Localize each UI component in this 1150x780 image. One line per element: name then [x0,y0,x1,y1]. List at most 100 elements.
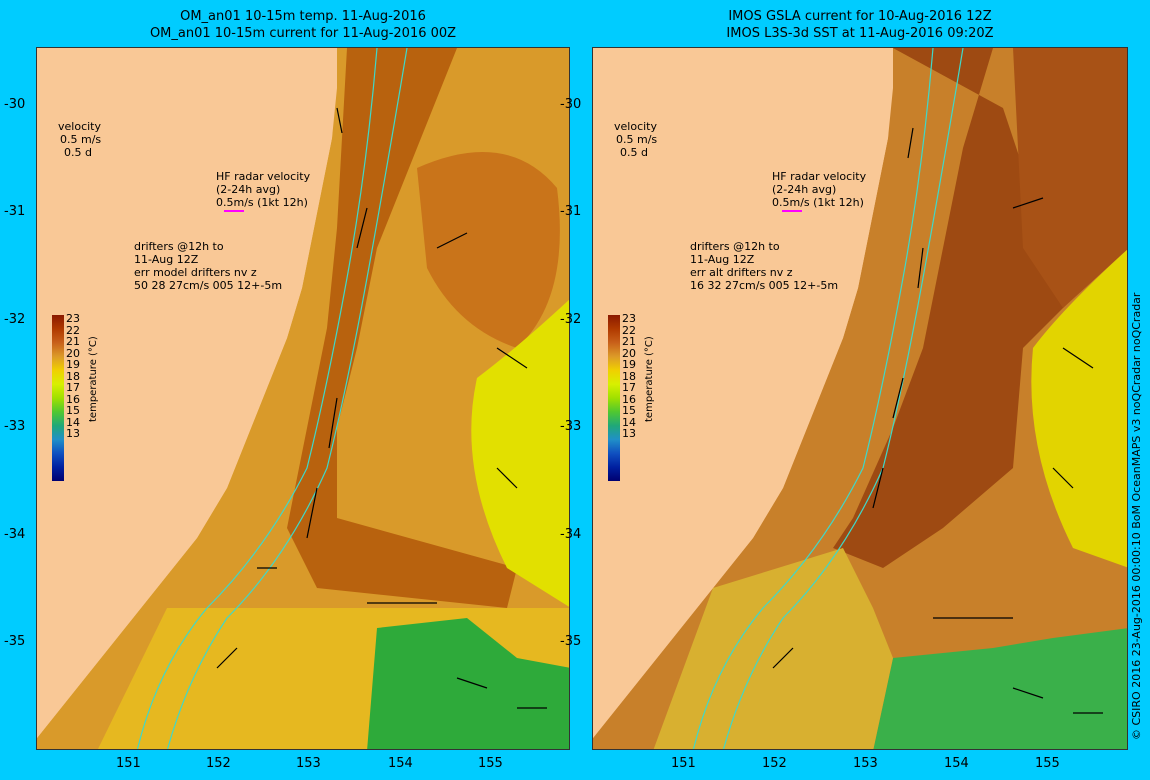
left-drifters-line2: 11-Aug 12Z [134,253,199,266]
lon-tick: 155 [478,756,503,771]
right-cool-yellow [1031,249,1127,568]
lat-tick: -30 [4,97,26,112]
left-colorbar-title: temperature (°C) [88,336,99,422]
right-drifters-line1: drifters @12h to [690,240,780,253]
right-cb-tick: 19 [622,358,636,371]
left-cb-tick: 15 [66,404,80,417]
lat-tick: -34 [4,527,26,542]
left-drifters-line3: err model drifters nv z [134,266,257,279]
left-drifters-legend: drifters @12h to 11-Aug 12Z err model dr… [134,240,282,292]
left-map-panel [36,47,570,750]
left-hf-radar-legend: HF radar velocity (2-24h avg) 0.5m/s (1k… [216,170,310,209]
lon-tick: 154 [944,756,969,771]
right-yellow-coastal [653,548,893,749]
lon-tick: 151 [671,756,696,771]
lat-tick: -33 [4,419,26,434]
left-velocity-legend: velocity 0.5 m/s 0.5 d [58,120,101,159]
lon-tick: 151 [116,756,141,771]
left-land [37,48,337,738]
lat-tick: -32 [4,312,26,327]
right-title-line2: IMOS L3S-3d SST at 11-Aug-2016 09:20Z [726,26,994,41]
right-cb-tick: 23 [622,312,636,325]
right-hf-line3: 0.5m/s (1kt 12h) [772,196,864,209]
right-cb-tick: 16 [622,392,636,406]
left-hf-line1: HF radar velocity [216,170,311,183]
right-drifters-line3: err alt drifters nv z [690,266,793,279]
left-velocity-speed: 0.5 m/s [60,133,102,146]
right-velocity-duration: 0.5 d [620,146,648,159]
left-map-svg [37,48,569,749]
lon-tick: 152 [206,756,231,771]
left-cool-yellow [471,299,569,607]
credit-text: © CSIRO 2016 23-Aug-2016 00:00:10 BoM Oc… [1130,292,1143,740]
lat-tick: -35 [560,634,582,649]
left-velocity-duration: 0.5 d [64,146,92,159]
left-drifters-line1: drifters @12h to [134,240,224,253]
right-map-panel [592,47,1128,750]
left-eddy-warm [417,152,560,348]
right-cb-tick: 18 [622,369,636,383]
lat-tick: -32 [560,312,582,327]
left-cb-tick: 13 [66,427,80,440]
left-isobath-1 [136,48,378,749]
right-drifters-line4: 16 32 27cm/s 005 12+-5m [690,279,839,292]
right-colorbar-title: temperature (°C) [644,336,655,422]
left-cb-tick: 23 [66,312,80,325]
right-colorbar-ticks: 23 22 21 20 19 18 17 16 15 14 13 [622,313,636,440]
right-velocity-label: velocity [614,120,657,133]
left-colorbar [52,315,64,481]
right-warm-east [1013,48,1127,308]
lon-tick: 153 [296,756,321,771]
right-velocity-speed: 0.5 m/s [616,133,658,146]
right-isobath-1 [692,48,934,749]
right-map-svg [593,48,1127,749]
left-cb-tick: 17 [66,381,80,394]
lat-tick: -31 [4,204,26,219]
right-isobath-2 [722,48,964,749]
lat-tick: -35 [4,634,26,649]
lon-tick: 155 [1035,756,1060,771]
left-drifters-line4: 50 28 27cm/s 005 12+-5m [134,279,283,292]
right-hf-radar-legend: HF radar velocity (2-24h avg) 0.5m/s (1k… [772,170,866,209]
right-velocity-legend: velocity 0.5 m/s 0.5 d [614,120,657,159]
left-current-core [287,48,517,608]
left-cb-tick: 18 [66,369,80,383]
right-panel-title: IMOS GSLA current for 10-Aug-2016 12Z IM… [592,8,1128,42]
right-hf-arrow-icon [782,210,802,212]
left-hf-arrow-icon [224,210,244,212]
right-hf-line2: (2-24h avg) [772,183,837,196]
right-current-core [833,48,1073,568]
right-title-line1: IMOS GSLA current for 10-Aug-2016 12Z [728,9,992,24]
lat-tick: -34 [560,527,582,542]
right-hf-line1: HF radar velocity [772,170,867,183]
left-cb-tick: 20 [66,346,80,360]
right-cb-tick: 14 [622,415,636,429]
left-velocity-arrows [216,107,547,709]
lon-tick: 154 [388,756,413,771]
lat-tick: -30 [560,97,582,112]
left-title-line1: OM_an01 10-15m temp. 11-Aug-2016 [180,9,426,24]
right-velocity-arrows [772,127,1103,714]
right-cb-tick: 15 [622,404,636,417]
left-hf-line3: 0.5m/s (1kt 12h) [216,196,308,209]
lat-tick: -33 [560,419,582,434]
left-colorbar-ticks: 23 22 21 20 19 18 17 16 15 14 13 [66,313,80,440]
right-cb-tick: 22 [622,323,636,337]
right-cb-tick: 17 [622,381,636,394]
left-velocity-label: velocity [58,120,101,133]
left-cb-tick: 19 [66,358,80,371]
right-cb-tick: 13 [622,427,636,440]
left-cb-tick: 21 [66,335,80,348]
right-drifters-line2: 11-Aug 12Z [690,253,755,266]
left-panel-title: OM_an01 10-15m temp. 11-Aug-2016 OM_an01… [36,8,570,42]
right-cb-tick: 20 [622,346,636,360]
right-colorbar [608,315,620,481]
lat-tick: -31 [560,204,582,219]
left-cb-tick: 22 [66,323,80,337]
right-land [593,48,893,738]
left-cb-tick: 16 [66,392,80,406]
left-green-pool [367,618,569,749]
left-hf-line2: (2-24h avg) [216,183,281,196]
left-title-line2: OM_an01 10-15m current for 11-Aug-2016 0… [149,26,457,41]
lon-tick: 153 [853,756,878,771]
